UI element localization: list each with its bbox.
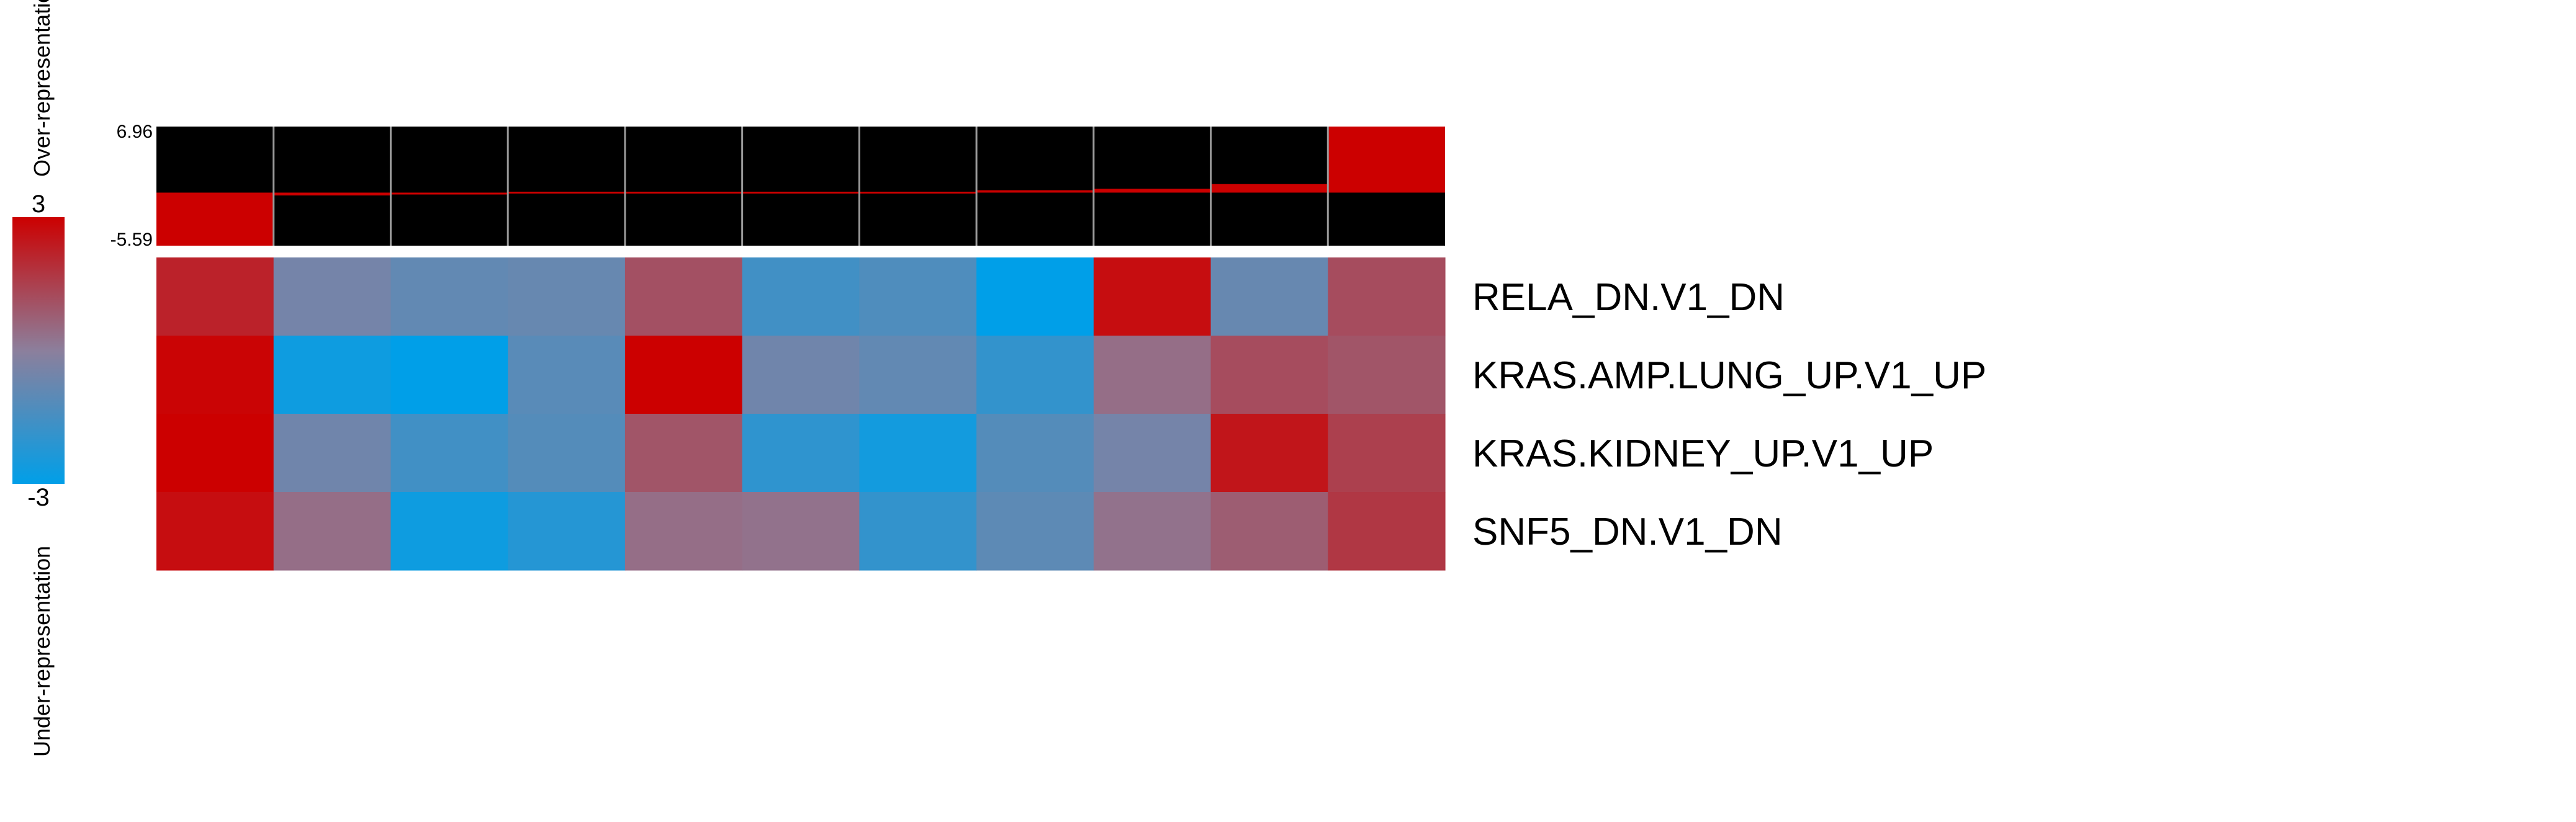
under-representation-caption: Under-representation xyxy=(29,546,55,757)
heatmap-cell xyxy=(1093,257,1212,336)
heatmap-cell xyxy=(976,414,1094,493)
heatmap-cell xyxy=(1328,414,1446,493)
heatmap-cell xyxy=(859,414,977,493)
heatmap-cell xyxy=(624,492,743,571)
heatmap-cell xyxy=(859,492,977,571)
heatmap-cell xyxy=(976,257,1094,336)
row-label: RELA_DN.V1_DN xyxy=(1472,276,1785,319)
heatmap-cell xyxy=(976,492,1094,571)
heatmap-cell xyxy=(859,336,977,414)
heatmap-cell xyxy=(1210,336,1328,414)
score-max-label: 6.96 xyxy=(117,122,153,142)
heatmap-cell xyxy=(742,414,860,493)
heatmap-cell xyxy=(742,492,860,571)
heatmap-cell xyxy=(624,336,743,414)
heatmap-cell xyxy=(1093,414,1212,493)
heatmap-cell xyxy=(1093,336,1212,414)
heatmap-cell xyxy=(742,257,860,336)
heatmap-cell xyxy=(390,414,508,493)
score-bar xyxy=(742,191,860,194)
score-bar xyxy=(156,192,274,246)
row-labels: RELA_DN.V1_DN KRAS.AMP.LUNG_UP.V1_UP KRAS.… xyxy=(1472,276,1986,553)
heatmap-cell xyxy=(1210,257,1328,336)
heatmap-cell xyxy=(1328,336,1446,414)
row-label: SNF5_DN.V1_DN xyxy=(1472,511,1783,553)
row-label: KRAS.AMP.LUNG_UP.V1_UP xyxy=(1472,354,1986,397)
heatmap-cell xyxy=(156,414,274,493)
scale-max-label: 3 xyxy=(32,190,45,218)
score-bar xyxy=(624,191,742,194)
heatmap-cell xyxy=(1328,257,1446,336)
score-bar xyxy=(1210,184,1328,193)
heatmap-cell xyxy=(156,336,274,414)
heatmap-cell xyxy=(859,257,977,336)
scale-min-label: -3 xyxy=(27,484,50,511)
heatmap-cell xyxy=(156,257,274,336)
heatmap-cell xyxy=(1210,492,1328,571)
heatmap-cell xyxy=(508,257,626,336)
heatmap-cell xyxy=(156,492,274,571)
score-bars xyxy=(156,127,1445,246)
score-bar xyxy=(976,190,1094,193)
score-bar xyxy=(390,192,508,195)
heatmap-cell xyxy=(742,336,860,414)
row-label: KRAS.KIDNEY_UP.V1_UP xyxy=(1472,432,1934,475)
heatmap-cell xyxy=(273,336,392,414)
heatmap-cell xyxy=(624,414,743,493)
heatmap-cell xyxy=(508,414,626,493)
heatmap-cell xyxy=(1210,414,1328,493)
score-min-label: -5.59 xyxy=(110,230,153,250)
score-bar xyxy=(273,192,391,196)
score-bar xyxy=(1093,189,1211,193)
score-bar xyxy=(859,191,977,194)
heatmap-cell xyxy=(273,257,392,336)
heatmap-cell xyxy=(273,492,392,571)
heatmap-cell xyxy=(1093,492,1212,571)
heatmap-cell xyxy=(390,336,508,414)
heatmap-cell xyxy=(508,492,626,571)
score-bar xyxy=(1328,127,1445,193)
heatmap-cell xyxy=(1328,492,1446,571)
heatmap-cell xyxy=(273,414,392,493)
color-scale-bar xyxy=(12,217,65,484)
heatmap-cell xyxy=(508,336,626,414)
color-scale-legend: Over-representation 3 -3 Under-represent… xyxy=(12,0,65,757)
heatmap-cell xyxy=(390,257,508,336)
heatmap-cells xyxy=(156,257,1446,571)
score-dividers xyxy=(272,127,1329,246)
heatmap-cell xyxy=(976,336,1094,414)
heatmap-cell xyxy=(624,257,743,336)
heatmap-cell xyxy=(390,492,508,571)
over-representation-caption: Over-representation xyxy=(29,0,55,177)
score-bar xyxy=(508,191,625,194)
score-track: 6.96 -5.59 xyxy=(110,122,1445,250)
